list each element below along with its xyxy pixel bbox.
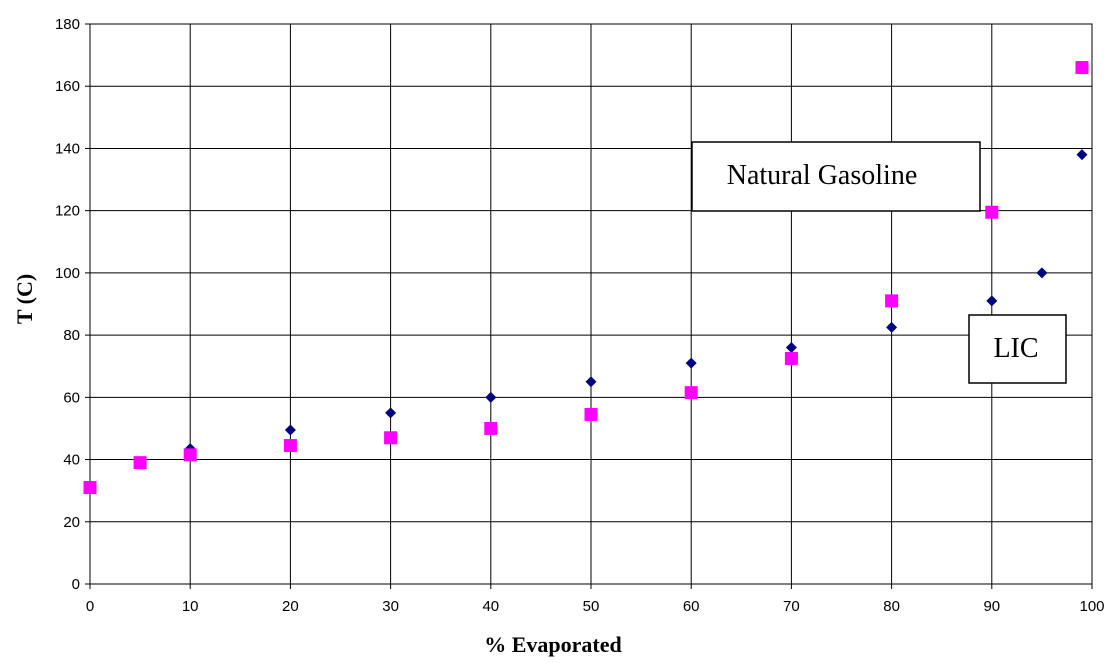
data-point-square xyxy=(684,386,698,400)
y-tick-label: 100 xyxy=(55,265,80,282)
x-tick-label: 40 xyxy=(482,598,499,615)
y-tick-label: 80 xyxy=(63,327,80,344)
data-point-square xyxy=(384,431,398,445)
data-points xyxy=(83,61,1089,495)
annotation-box xyxy=(968,314,1067,384)
data-point-diamond xyxy=(485,391,497,403)
data-point-square xyxy=(985,205,999,219)
x-tick-label: 60 xyxy=(683,598,700,615)
annotation-label: Natural Gasoline xyxy=(727,160,918,191)
annotation-natural-gasoline: Natural Gasoline xyxy=(691,141,981,212)
data-point-square xyxy=(484,421,498,435)
y-axis-title: T (C) xyxy=(12,274,37,324)
data-point-square xyxy=(83,481,97,495)
grid-lines xyxy=(89,23,1093,585)
x-tick-label: 0 xyxy=(86,598,94,615)
x-tick-label: 80 xyxy=(883,598,900,615)
y-tick-label: 0 xyxy=(72,576,80,593)
data-point-square xyxy=(885,294,899,308)
annotation-lic: LIC xyxy=(968,314,1067,384)
x-tick-label: 100 xyxy=(1079,598,1104,615)
data-point-diamond xyxy=(585,376,597,388)
x-tick-label: 20 xyxy=(282,598,299,615)
x-tick-label: 70 xyxy=(783,598,800,615)
data-point-square xyxy=(283,439,297,453)
tick-labels: 0 10 20 30 40 50 60 70 80 90 100 0 20 40 60 80 100 120 140… xyxy=(55,16,1105,615)
data-point-diamond xyxy=(385,407,397,419)
data-point-diamond xyxy=(685,357,697,369)
y-tick-label: 20 xyxy=(63,514,80,531)
x-axis-title: % Evaporated xyxy=(484,632,622,657)
data-point-square xyxy=(784,351,798,365)
data-point-square xyxy=(183,448,197,462)
annotation-box xyxy=(691,141,981,212)
data-point-diamond xyxy=(886,321,898,333)
y-tick-label: 140 xyxy=(55,140,80,157)
x-tick-label: 30 xyxy=(382,598,399,615)
data-point-square xyxy=(1075,61,1089,75)
y-tick-label: 180 xyxy=(55,16,80,33)
y-tick-label: 160 xyxy=(55,78,80,95)
data-point-square xyxy=(584,407,598,421)
annotation-label: LIC xyxy=(993,333,1038,364)
data-point-diamond xyxy=(1036,267,1048,279)
data-point-square xyxy=(133,456,147,470)
x-tick-label: 90 xyxy=(983,598,1000,615)
data-point-diamond xyxy=(785,342,797,354)
y-tick-label: 60 xyxy=(63,389,80,406)
data-point-diamond xyxy=(1076,149,1088,161)
x-tick-label: 50 xyxy=(583,598,600,615)
axes xyxy=(85,23,1093,589)
data-point-diamond xyxy=(986,295,998,307)
y-tick-label: 40 xyxy=(63,452,80,469)
data-point-diamond xyxy=(284,424,296,436)
y-tick-label: 120 xyxy=(55,203,80,220)
x-tick-label: 10 xyxy=(182,598,199,615)
